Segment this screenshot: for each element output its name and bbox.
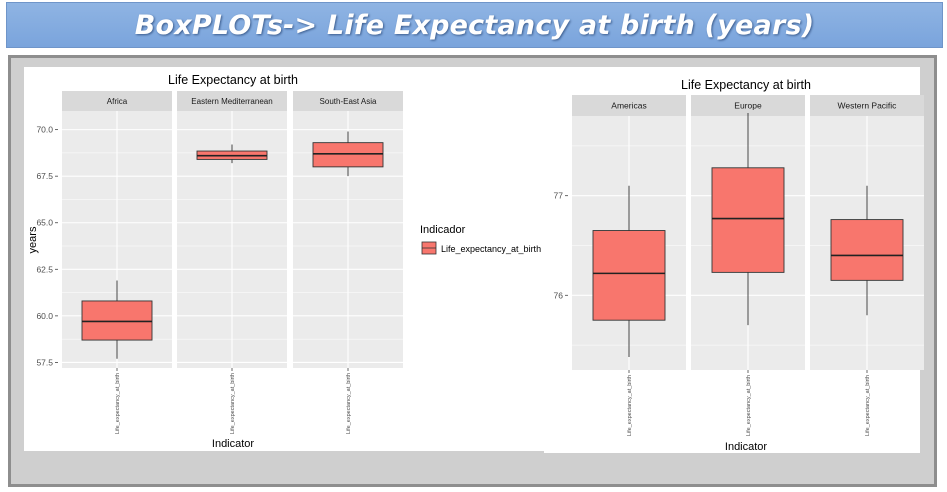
left-y-axis-label: years (27, 226, 39, 253)
right-box-1 (592, 230, 666, 321)
legend-item-label: Life_expectancy_at_birth (441, 244, 541, 254)
legend-title: Indicador (420, 224, 466, 236)
legend: Indicador Life_expectancy_at_birth (420, 224, 541, 255)
left-y-tick-label: 65.0 (36, 218, 53, 228)
left-x-tick-label: Life_expectancy_at_birth (230, 373, 236, 434)
left-x-axis-label: Indicator (212, 438, 255, 450)
banner-title: BoxPLOTs-> Life Expectancy at birth (yea… (134, 9, 815, 41)
right-facet-label: Western Pacific (838, 101, 898, 111)
right-facet-strip (572, 95, 686, 116)
left-x-tick-label: Life_expectancy_at_birth (115, 373, 121, 434)
right-facet-label: Americas (611, 101, 646, 111)
left-x-tick-label: Life_expectancy_at_birth (346, 373, 352, 434)
right-y-tick-label: 77 (554, 191, 564, 201)
left-boxplot-chart: 57.5 60.0 62.5 65.0 67.5 70.0 Africa Life_expec… (36, 91, 403, 434)
left-facet-strip (293, 91, 403, 111)
right-facet-strip (691, 95, 805, 116)
right-box-3 (830, 219, 904, 281)
left-facet-label: Eastern Mediterranean (191, 97, 272, 106)
left-facet-label: South-East Asia (320, 97, 377, 106)
right-boxplot-chart: 76 77 Americas Life_expectancy_at_birth Euro… (554, 95, 924, 436)
left-box-1 (81, 300, 153, 341)
right-chart-title: Life Expectancy at birth (681, 78, 811, 92)
right-y-tick-label: 76 (554, 290, 564, 300)
right-box-2 (711, 167, 785, 273)
left-y-tick-label: 70.0 (36, 125, 53, 135)
left-facet-strip (62, 91, 172, 111)
right-x-tick-label: Life_expectancy_at_birth (627, 375, 633, 436)
left-facet-label: Africa (107, 97, 128, 106)
right-x-axis-label: Indicator (725, 441, 768, 453)
left-y-tick-label: 60.0 (36, 311, 53, 321)
right-x-tick-label: Life_expectancy_at_birth (865, 375, 871, 436)
right-facet-label: Europe (734, 101, 762, 111)
left-facet-strip (177, 91, 287, 111)
left-y-tick-label: 62.5 (36, 264, 53, 274)
left-y-tick-label: 67.5 (36, 171, 53, 181)
right-x-tick-label: Life_expectancy_at_birth (746, 375, 752, 436)
left-y-tick-label: 57.5 (36, 357, 53, 367)
left-chart-title: Life Expectancy at birth (168, 73, 298, 87)
left-box-3 (312, 142, 384, 168)
banner: BoxPLOTs-> Life Expectancy at birth (yea… (6, 2, 943, 48)
right-facet-strip (810, 95, 924, 116)
